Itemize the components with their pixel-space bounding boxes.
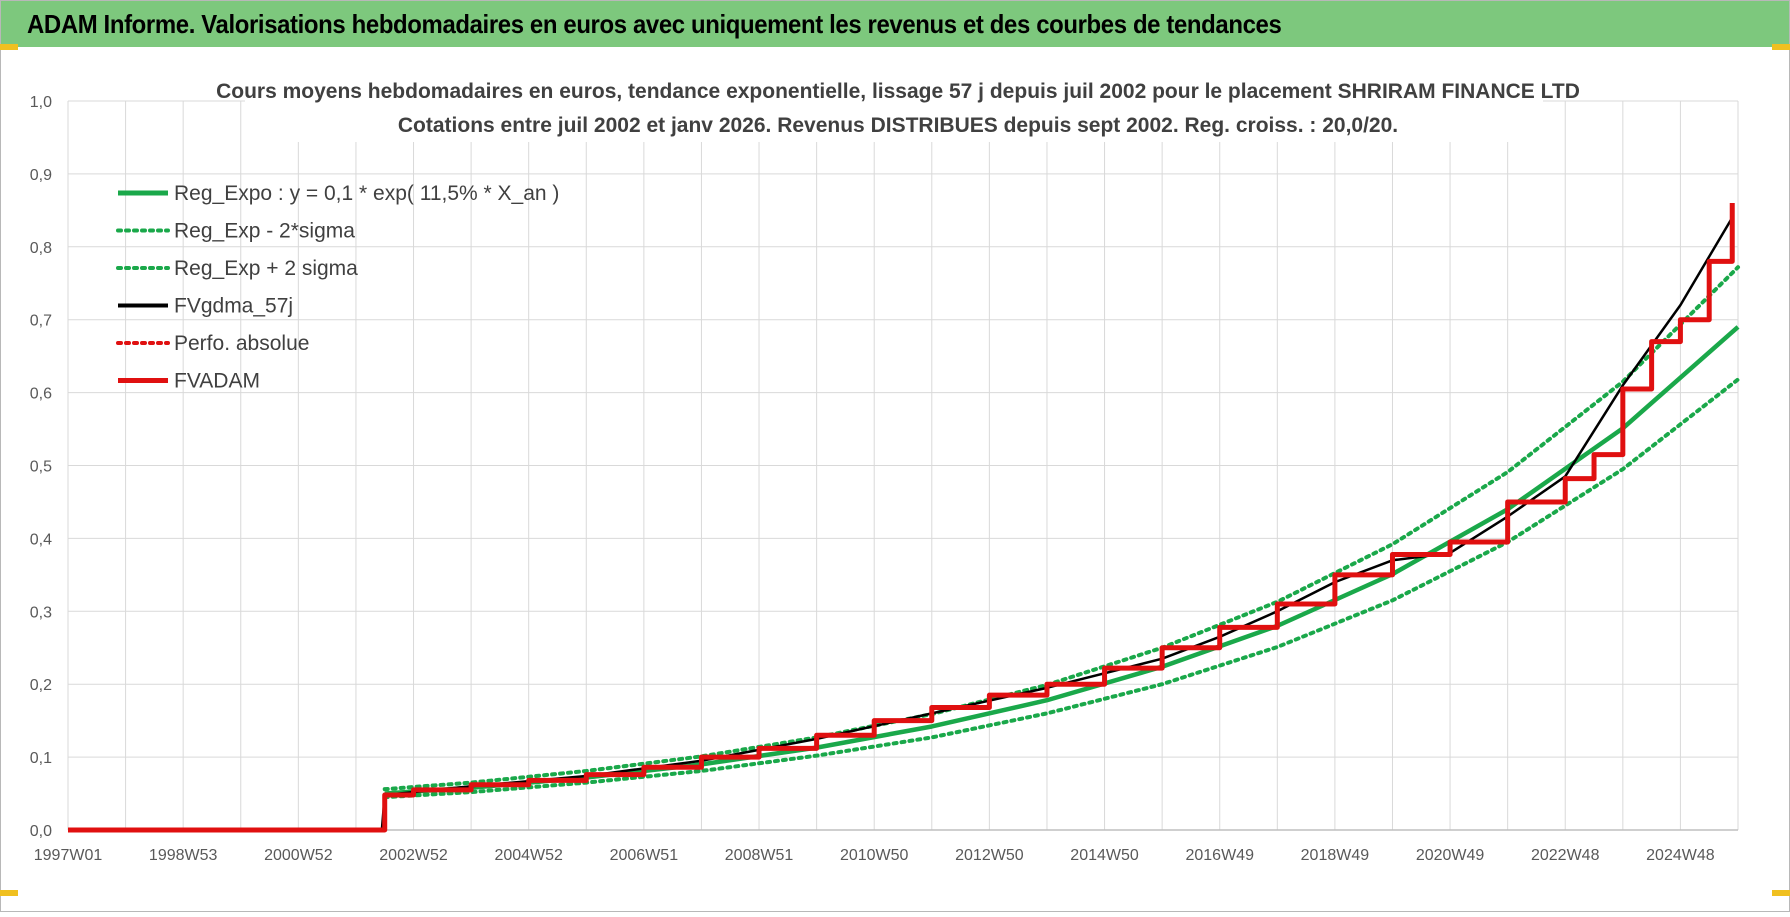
x-tick-label: 2008W51 <box>725 847 794 864</box>
y-tick-label: 0,5 <box>30 459 52 476</box>
legend-label: Reg_Expo : y = 0,1 * exp( 11,5% * X_an ) <box>174 182 559 205</box>
x-axis-ticks: 1997W01 1998W53 2000W52 2002W52 2004W52 2006W… <box>34 847 1715 864</box>
x-tick-label: 1997W01 <box>34 847 103 864</box>
x-tick-label: 2002W52 <box>379 847 448 864</box>
header-bar: ADAM Informe. Valorisations hebdomadaire… <box>1 1 1789 49</box>
corner-mark <box>0 890 18 896</box>
series-lines <box>68 203 1740 833</box>
legend-label: FVADAM <box>174 370 260 393</box>
chart-title-line-2: Cotations entre juil 2002 et janv 2026. … <box>398 114 1398 137</box>
corner-mark <box>0 44 18 50</box>
y-tick-label: 0,9 <box>30 167 52 184</box>
y-tick-label: 0,2 <box>30 677 52 694</box>
x-tick-label: 2010W50 <box>840 847 909 864</box>
series-line-0 <box>384 325 1740 796</box>
x-tick-label: 2000W52 <box>264 847 333 864</box>
title-background <box>245 70 1543 142</box>
x-tick-label: 1998W53 <box>149 847 218 864</box>
y-axis-ticks: 0,0 0,1 0,2 0,3 0,4 0,5 0,6 0,7 0,8 0,9 1,0 <box>30 94 52 840</box>
x-tick-label: 2012W50 <box>955 847 1024 864</box>
y-tick-label: 0,8 <box>30 240 52 257</box>
y-tick-label: 0,6 <box>30 386 52 403</box>
legend: Reg_Expo : y = 0,1 * exp( 11,5% * X_an )… <box>116 182 559 393</box>
legend-label: FVgdma_57j <box>174 295 293 318</box>
y-tick-label: 0,3 <box>30 604 52 621</box>
x-tick-label: 2014W50 <box>1070 847 1139 864</box>
legend-label: Reg_Exp + 2 sigma <box>174 257 358 280</box>
y-tick-label: 0,7 <box>30 313 52 330</box>
series-line-5 <box>68 203 1735 833</box>
x-tick-label: 2018W49 <box>1301 847 1370 864</box>
y-tick-label: 1,0 <box>30 94 52 111</box>
corner-mark <box>1772 44 1790 50</box>
y-tick-label: 0,0 <box>30 823 52 840</box>
chart-title-line-1: Cours moyens hebdomadaires en euros, ten… <box>216 80 1580 103</box>
legend-label: Perfo. absolue <box>174 332 309 355</box>
series-line-1 <box>382 377 1740 800</box>
page-title: ADAM Informe. Valorisations hebdomadaire… <box>27 9 1282 39</box>
chart-area: 0,0 0,1 0,2 0,3 0,4 0,5 0,6 0,7 0,8 0,9 1,0 1997W0… <box>0 48 1790 912</box>
y-tick-label: 0,4 <box>30 531 52 548</box>
legend-label: Reg_Exp - 2*sigma <box>174 220 355 243</box>
x-tick-label: 2006W51 <box>610 847 679 864</box>
y-tick-label: 0,1 <box>30 750 52 767</box>
x-tick-label: 2020W49 <box>1416 847 1485 864</box>
x-tick-label: 2022W48 <box>1531 847 1600 864</box>
x-tick-label: 2004W52 <box>494 847 563 864</box>
x-tick-label: 2016W49 <box>1185 847 1254 864</box>
x-tick-label: 2024W48 <box>1646 847 1715 864</box>
line-chart: 0,0 0,1 0,2 0,3 0,4 0,5 0,6 0,7 0,8 0,9 1,0 1997W0… <box>30 70 1740 864</box>
corner-mark <box>1772 890 1790 896</box>
